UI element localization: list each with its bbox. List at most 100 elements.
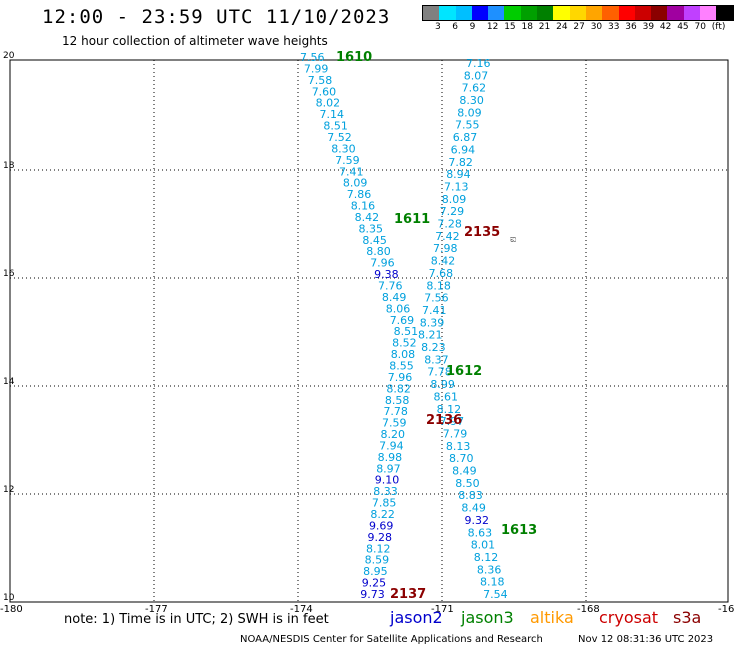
swh-value-track-a: 7.96 bbox=[370, 257, 395, 270]
swh-value-track-a: 7.56 bbox=[300, 51, 325, 64]
swh-value-track-a: 7.59 bbox=[335, 154, 360, 167]
swh-value-track-a: 7.60 bbox=[312, 85, 337, 98]
pass-time-label: 2137 bbox=[390, 587, 426, 602]
swh-value-track-a: 8.02 bbox=[316, 97, 341, 110]
legend-swatch bbox=[423, 6, 440, 20]
swh-value-track-b: 7.55 bbox=[455, 119, 480, 132]
swh-value-track-a: 8.45 bbox=[362, 234, 387, 247]
legend-label: 24 bbox=[556, 22, 568, 32]
swh-value-track-a: 9.25 bbox=[362, 577, 387, 590]
legend-swatch bbox=[553, 6, 570, 20]
swh-value-track-b: 7.16 bbox=[466, 57, 491, 70]
y-tick-label: 18 bbox=[3, 161, 15, 171]
legend-swatch bbox=[439, 6, 456, 20]
swh-value-track-a: 8.55 bbox=[389, 359, 414, 372]
pass-time-label: 1613 bbox=[501, 523, 537, 538]
swh-value-track-b: 7.82 bbox=[448, 156, 473, 169]
legend-label: 9 bbox=[469, 22, 476, 32]
swh-value-track-a: 8.35 bbox=[359, 222, 384, 235]
swh-value-track-b: 7.98 bbox=[433, 242, 458, 255]
swh-value-track-b: 7.54 bbox=[483, 588, 508, 601]
legend-label: 18 bbox=[521, 22, 533, 32]
x-tick-label: -168 bbox=[577, 604, 600, 615]
swh-value-track-a: 8.95 bbox=[363, 565, 388, 578]
swh-value-track-a: 7.96 bbox=[388, 371, 413, 384]
swh-value-track-a: 7.94 bbox=[379, 439, 404, 452]
swh-value-track-b: 8.83 bbox=[458, 489, 483, 502]
satellite-name-s3a: s3a bbox=[673, 608, 702, 627]
legend-label: 70 bbox=[694, 22, 706, 32]
legend-swatch bbox=[455, 6, 472, 20]
swh-value-track-a: 7.78 bbox=[383, 405, 408, 418]
pass-time-label: 1612 bbox=[446, 364, 482, 379]
footer-note: note: 1) Time is in UTC; 2) SWH is in fe… bbox=[64, 612, 329, 627]
pass-time-label: 1610 bbox=[336, 50, 372, 65]
swh-value-track-b: 6.94 bbox=[451, 143, 476, 156]
swh-value-track-b: 8.61 bbox=[434, 390, 459, 403]
satellite-name-jason3: jason3 bbox=[461, 608, 514, 627]
legend-swatch bbox=[634, 6, 652, 20]
swh-value-track-b: 8.18 bbox=[480, 576, 505, 589]
legend-label: 21 bbox=[538, 22, 551, 32]
swh-value-track-a: 8.22 bbox=[370, 508, 395, 521]
y-tick-label: 14 bbox=[3, 377, 15, 387]
swh-value-track-a: 8.33 bbox=[373, 485, 398, 498]
legend-swatch bbox=[585, 6, 603, 20]
y-tick-label: 20 bbox=[3, 51, 15, 61]
x-tick-label: -16 bbox=[718, 604, 734, 615]
legend-swatch bbox=[488, 6, 505, 20]
y-tick-label: 12 bbox=[3, 485, 14, 495]
swh-value-track-b: 8.36 bbox=[477, 563, 502, 576]
swh-value-track-b: 7.29 bbox=[440, 205, 465, 218]
legend-swatch bbox=[651, 6, 668, 20]
swh-value-track-b: 8.23 bbox=[421, 341, 446, 354]
swh-value-track-b: 8.99 bbox=[430, 378, 455, 391]
swh-value-track-a: 8.30 bbox=[331, 142, 356, 155]
swh-value-track-a: 7.85 bbox=[372, 497, 397, 510]
swh-value-track-b: 8.50 bbox=[455, 477, 480, 490]
swh-value-track-a: 8.51 bbox=[394, 325, 419, 338]
swh-value-track-b: 7.68 bbox=[429, 267, 454, 280]
pass-time-label: 2136 bbox=[426, 413, 462, 428]
swh-value-track-a: 9.69 bbox=[369, 519, 394, 532]
legend-label: 39 bbox=[642, 22, 655, 32]
swh-value-track-a: 8.06 bbox=[386, 302, 411, 315]
swh-value-track-a: 8.12 bbox=[366, 542, 391, 555]
swh-value-track-b: 7.13 bbox=[444, 180, 469, 193]
legend-labels: 3 6 9 12 15 18 21 24 27 30 33 36 39 42 45 70 (ft) bbox=[422, 22, 740, 34]
swh-value-track-a: 9.10 bbox=[375, 474, 400, 487]
legend-swatch bbox=[569, 6, 586, 20]
legend-label: 27 bbox=[573, 22, 585, 32]
swh-value-track-b: 7.28 bbox=[437, 218, 462, 231]
swh-value-track-a: 7.41 bbox=[339, 165, 364, 178]
swh-value-track-b: 8.42 bbox=[431, 255, 456, 268]
y-tick-label: 10 bbox=[3, 593, 15, 603]
satellite-name-altika: altika bbox=[530, 608, 574, 627]
swh-value-track-b: 7.78 bbox=[427, 366, 452, 379]
legend-label: 6 bbox=[452, 22, 459, 32]
swh-value-track-a: 9.28 bbox=[368, 531, 393, 544]
legend-label: (ft) bbox=[711, 22, 726, 32]
swh-value-track-a: 8.51 bbox=[323, 120, 348, 133]
legend-swatch bbox=[716, 6, 733, 20]
swh-value-track-b: 8.12 bbox=[474, 551, 499, 564]
legend-label: 33 bbox=[608, 22, 620, 32]
map-subtitle: 12 hour collection of altimeter wave hei… bbox=[62, 34, 328, 48]
swh-value-track-a: 8.09 bbox=[343, 177, 368, 190]
wave-height-color-legend bbox=[422, 5, 734, 21]
legend-swatch bbox=[667, 6, 684, 20]
swh-value-track-a: 8.52 bbox=[392, 337, 417, 350]
legend-swatch bbox=[602, 6, 619, 20]
swh-value-track-a: 8.20 bbox=[381, 428, 406, 441]
swh-value-track-b: 8.30 bbox=[459, 94, 484, 107]
pass-time-label: 2135 bbox=[464, 225, 500, 240]
swh-value-track-a: 8.97 bbox=[376, 462, 401, 475]
x-tick-label: -180 bbox=[0, 604, 23, 615]
swh-value-track-b: 8.49 bbox=[461, 502, 486, 515]
swh-value-track-b: 7.41 bbox=[422, 304, 447, 317]
legend-label: 3 bbox=[435, 22, 441, 32]
swh-value-track-b: 7.62 bbox=[462, 82, 487, 95]
map-frame bbox=[9, 59, 729, 603]
swh-value-track-a: 9.38 bbox=[374, 268, 399, 281]
satellite-name-jason2: jason2 bbox=[390, 608, 443, 627]
